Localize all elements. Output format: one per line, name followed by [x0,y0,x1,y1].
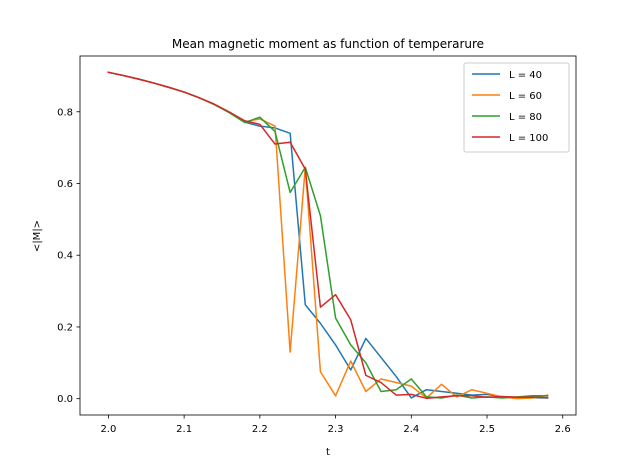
x-axis: 2.0 2.1 2.2 2.3 2.4 2.5 2.6 [100,415,571,435]
x-tick-label: 2.2 [252,424,268,435]
x-tick-label: 2.4 [403,424,419,435]
legend-label-0: L = 40 [509,70,542,81]
y-tick-label: 0.0 [57,394,73,405]
legend-label-3: L = 100 [509,133,548,144]
series-line-3 [107,71,549,400]
plot-lines [107,71,549,400]
legend-box [463,62,570,153]
x-tick-label: 2.3 [328,424,344,435]
x-tick-label: 2.6 [555,424,571,435]
y-tick-label: 0.8 [57,107,73,118]
legend-label-1: L = 60 [509,91,542,102]
legend-label-2: L = 80 [509,112,542,123]
legend: L = 40 L = 60 L = 80 L = 100 [463,62,570,153]
chart-title: Mean magnetic moment as function of temp… [172,37,484,51]
x-tick-label: 2.5 [479,424,495,435]
axes-frame [79,55,577,416]
y-tick-label: 0.2 [57,322,73,333]
x-axis-label: t [326,447,330,458]
x-tick-label: 2.0 [100,424,116,435]
y-axis-label: <|M|> [32,220,43,252]
y-tick-label: 0.4 [57,251,73,262]
y-tick-label: 0.6 [57,179,73,190]
x-tick-label: 2.1 [176,424,192,435]
y-axis: 0.0 0.2 0.4 0.6 0.8 [57,107,80,405]
